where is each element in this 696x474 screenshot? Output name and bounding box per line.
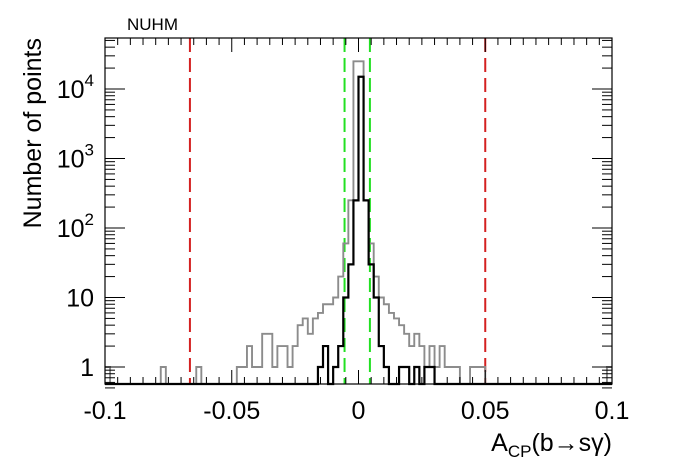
y-tick-label: 104 — [57, 71, 94, 104]
y-tick-label: 1 — [80, 354, 94, 382]
y-tick-exponent: 3 — [85, 141, 94, 160]
axes — [104, 38, 613, 389]
x-tick-label: -0.05 — [203, 397, 260, 425]
x-axis-title-sub: CP — [508, 442, 532, 461]
y-tick-label: 102 — [57, 210, 94, 243]
plot-frame — [104, 37, 613, 385]
x-tick-label: 0.05 — [461, 397, 510, 425]
y-tick-labels: 1 10 102 103 104 — [57, 71, 94, 382]
y-axis-title: Number of points — [19, 38, 47, 228]
x-axis-title-main: A — [491, 429, 508, 457]
reference-lines — [188, 38, 487, 384]
x-tick-labels: -0.1 -0.05 0 0.05 0.1 — [83, 397, 629, 425]
y-tick-label: 10 — [66, 285, 94, 313]
x-tick-label: -0.1 — [83, 397, 126, 425]
x-tick-label: 0 — [352, 397, 366, 425]
chart-title: NUHM — [127, 15, 178, 34]
x-tick-label: 0.1 — [595, 397, 630, 425]
y-tick-label: 103 — [57, 141, 94, 174]
x-axis-title-tail: (b→sγ) — [531, 429, 612, 457]
y-tick-exponent: 2 — [85, 210, 94, 229]
x-axis-title: ACP(b→sγ) — [491, 429, 612, 461]
y-tick-exponent: 4 — [85, 71, 94, 90]
